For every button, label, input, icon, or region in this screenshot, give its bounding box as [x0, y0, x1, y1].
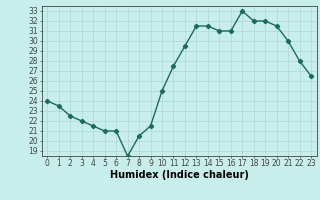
X-axis label: Humidex (Indice chaleur): Humidex (Indice chaleur): [110, 170, 249, 180]
